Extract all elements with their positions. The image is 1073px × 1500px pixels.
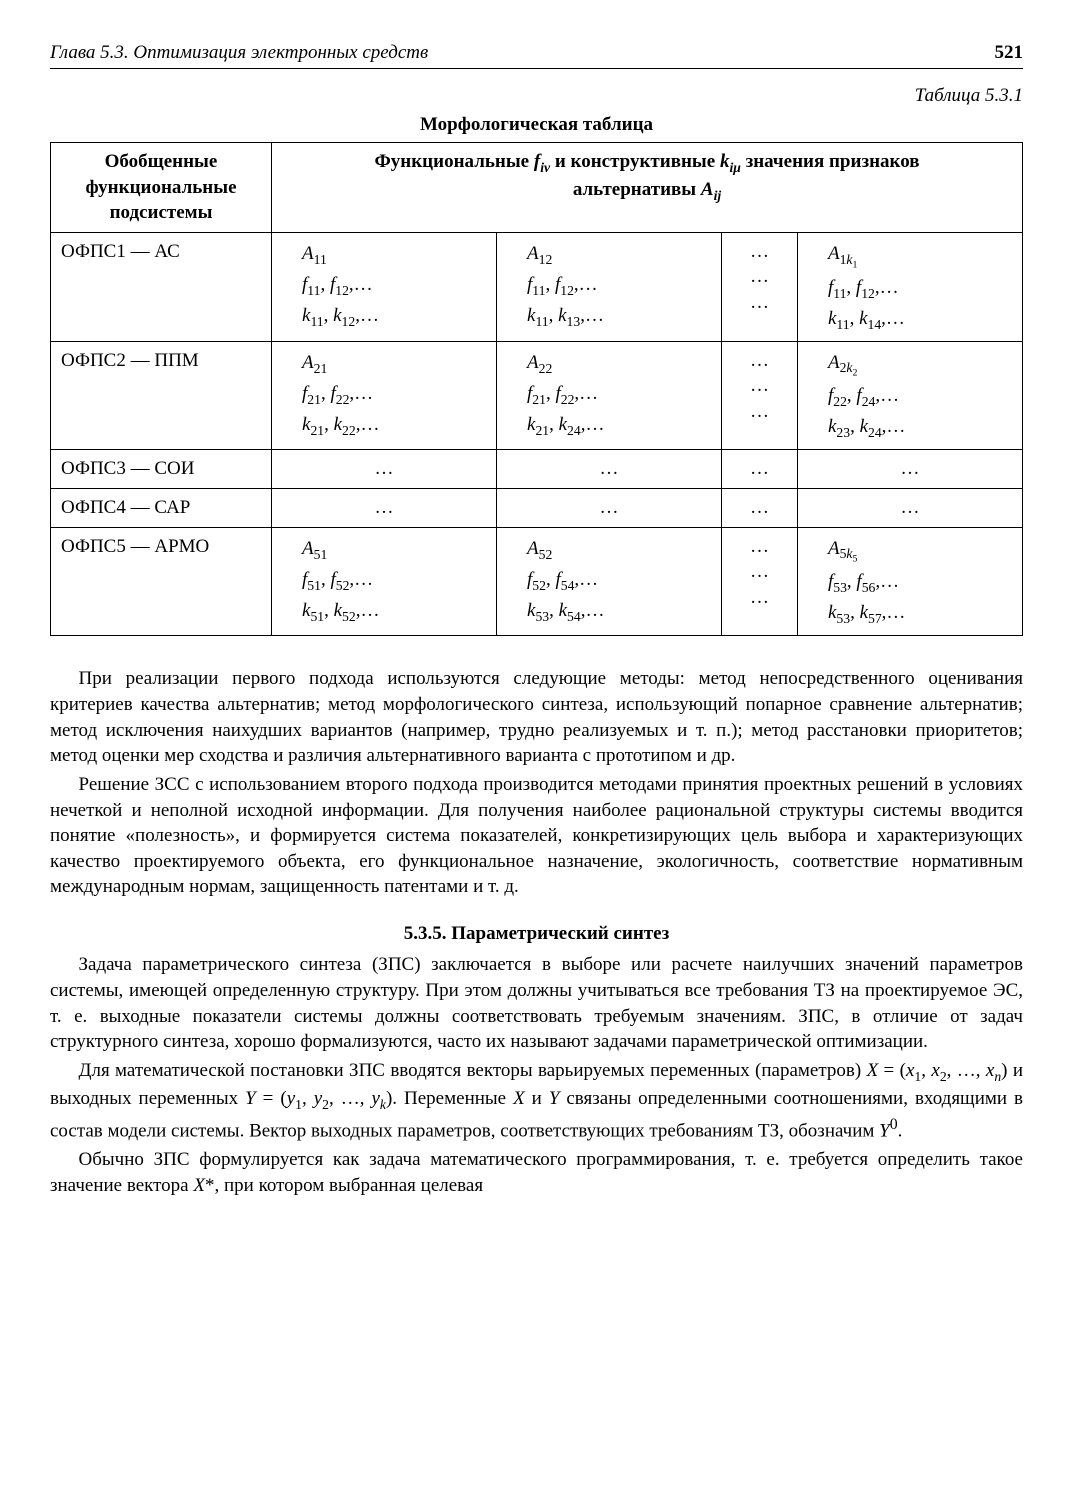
- row-label: ОФПС1 — АС: [51, 232, 272, 341]
- chapter-title: Глава 5.3. Оптимизация электронных средс…: [50, 40, 428, 66]
- cell: …: [272, 489, 497, 528]
- cell: …: [497, 450, 722, 489]
- cell: …: [797, 450, 1022, 489]
- table-row: ОФПС1 — АС A11 f11, f12,… k11, k12,… A12…: [51, 232, 1023, 341]
- table-row: ОФПС4 — САР … … … …: [51, 489, 1023, 528]
- table-body: ОФПС1 — АС A11 f11, f12,… k11, k12,… A12…: [51, 232, 1023, 636]
- cell: A1k1 f11, f12,… k11, k14,…: [797, 232, 1022, 341]
- para-2: Решение ЗСС с использованием второго под…: [50, 772, 1023, 900]
- cell: A52 f52, f54,… k53, k54,…: [497, 527, 722, 636]
- cell: A21 f21, f22,… k21, k22,…: [272, 341, 497, 450]
- cell: ………: [722, 527, 798, 636]
- cell: …: [797, 489, 1022, 528]
- cell: A2k2 f22, f24,… k23, k24,…: [797, 341, 1022, 450]
- row-label: ОФПС2 — ППМ: [51, 341, 272, 450]
- para-1: При реализации первого подхода использую…: [50, 666, 1023, 769]
- para-4: Для математической постановки ЗПС вводят…: [50, 1058, 1023, 1145]
- cell: …: [272, 450, 497, 489]
- row-label: ОФПС4 — САР: [51, 489, 272, 528]
- table-row: ОФПС5 — АРМО A51 f51, f52,… k51, k52,… A…: [51, 527, 1023, 636]
- table-row: ОФПС3 — СОИ … … … …: [51, 450, 1023, 489]
- row-label: ОФПС3 — СОИ: [51, 450, 272, 489]
- cell: A51 f51, f52,… k51, k52,…: [272, 527, 497, 636]
- row-label: ОФПС5 — АРМО: [51, 527, 272, 636]
- cell: …: [497, 489, 722, 528]
- page-header: Глава 5.3. Оптимизация электронных средс…: [50, 40, 1023, 69]
- cell: ………: [722, 341, 798, 450]
- th-subsystems: Обобщенные функциональные подсистемы: [51, 142, 272, 232]
- morphological-table: Обобщенные функциональные подсистемы Фун…: [50, 142, 1023, 637]
- table-row: ОФПС2 — ППМ A21 f21, f22,… k21, k22,… A2…: [51, 341, 1023, 450]
- table-label: Таблица 5.3.1: [50, 83, 1023, 109]
- cell: ………: [722, 232, 798, 341]
- cell: A11 f11, f12,… k11, k12,…: [272, 232, 497, 341]
- cell: A5k5 f53, f56,… k53, k57,…: [797, 527, 1022, 636]
- cell: …: [722, 489, 798, 528]
- para-3: Задача параметрического синтеза (ЗПС) за…: [50, 952, 1023, 1055]
- para-5: Обычно ЗПС формулируется как задача мате…: [50, 1147, 1023, 1198]
- cell: A22 f21, f22,… k21, k24,…: [497, 341, 722, 450]
- cell: …: [722, 450, 798, 489]
- table-title: Морфологическая таблица: [50, 112, 1023, 138]
- th-attributes: Функциональные fiν и конструктивные kiμ …: [272, 142, 1023, 232]
- section-title: 5.3.5. Параметрический синтез: [50, 921, 1023, 947]
- cell: A12 f11, f12,… k11, k13,…: [497, 232, 722, 341]
- page-number: 521: [995, 40, 1024, 66]
